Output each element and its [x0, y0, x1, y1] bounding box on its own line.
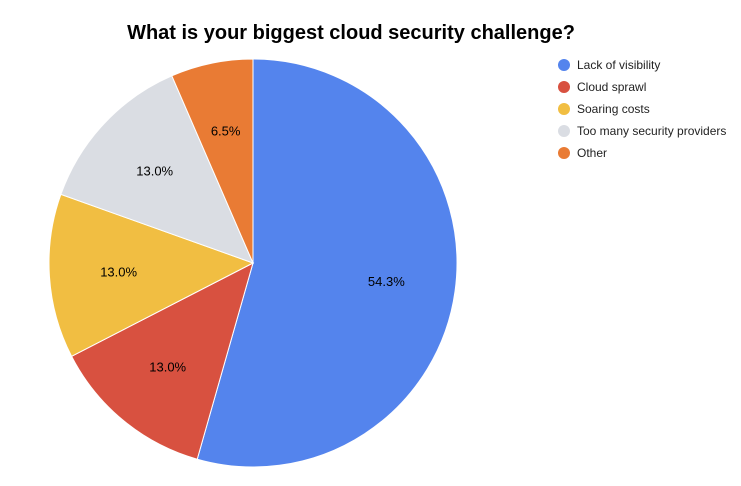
- legend-label: Too many security providers: [577, 124, 726, 138]
- legend-swatch: [558, 59, 570, 71]
- legend-swatch: [558, 125, 570, 137]
- legend-label: Lack of visibility: [577, 58, 660, 72]
- legend-swatch: [558, 147, 570, 159]
- legend-label: Soaring costs: [577, 102, 650, 116]
- legend-item-soaring-costs: Soaring costs: [558, 102, 650, 116]
- pie-slice-soaring-costs: [48, 193, 255, 358]
- pie-slice-other: [171, 58, 254, 264]
- pie-slice-too-many-security-providers: [60, 75, 254, 264]
- slice-label-other: 6.5%: [211, 124, 241, 139]
- slice-label-cloud-sprawl: 13.0%: [149, 360, 186, 375]
- pie-slices: [48, 58, 458, 468]
- chart-title: What is your biggest cloud security chal…: [127, 22, 575, 44]
- chart-legend: Lack of visibility Cloud sprawl Soaring co…: [558, 58, 726, 160]
- slice-label-soaring-costs: 13.0%: [100, 264, 137, 279]
- legend-item-lack-of-visibility: Lack of visibility: [558, 58, 660, 72]
- legend-item-cloud-sprawl: Cloud sprawl: [558, 80, 646, 94]
- legend-swatch: [558, 103, 570, 115]
- legend-swatch: [558, 81, 570, 93]
- pie-slice-cloud-sprawl: [70, 262, 254, 460]
- legend-item-other: Other: [558, 146, 607, 160]
- legend-label: Other: [577, 146, 607, 160]
- legend-item-too-many-security-providers: Too many security providers: [558, 124, 726, 138]
- legend-label: Cloud sprawl: [577, 80, 646, 94]
- pie-slice-lack-of-visibility: [196, 58, 458, 468]
- pie-slice-labels: 54.3% 13.0% 13.0% 13.0% 6.5%: [100, 124, 405, 375]
- slice-label-lack-of-visibility: 54.3%: [368, 274, 405, 289]
- slice-label-too-many-security-providers: 13.0%: [136, 163, 173, 178]
